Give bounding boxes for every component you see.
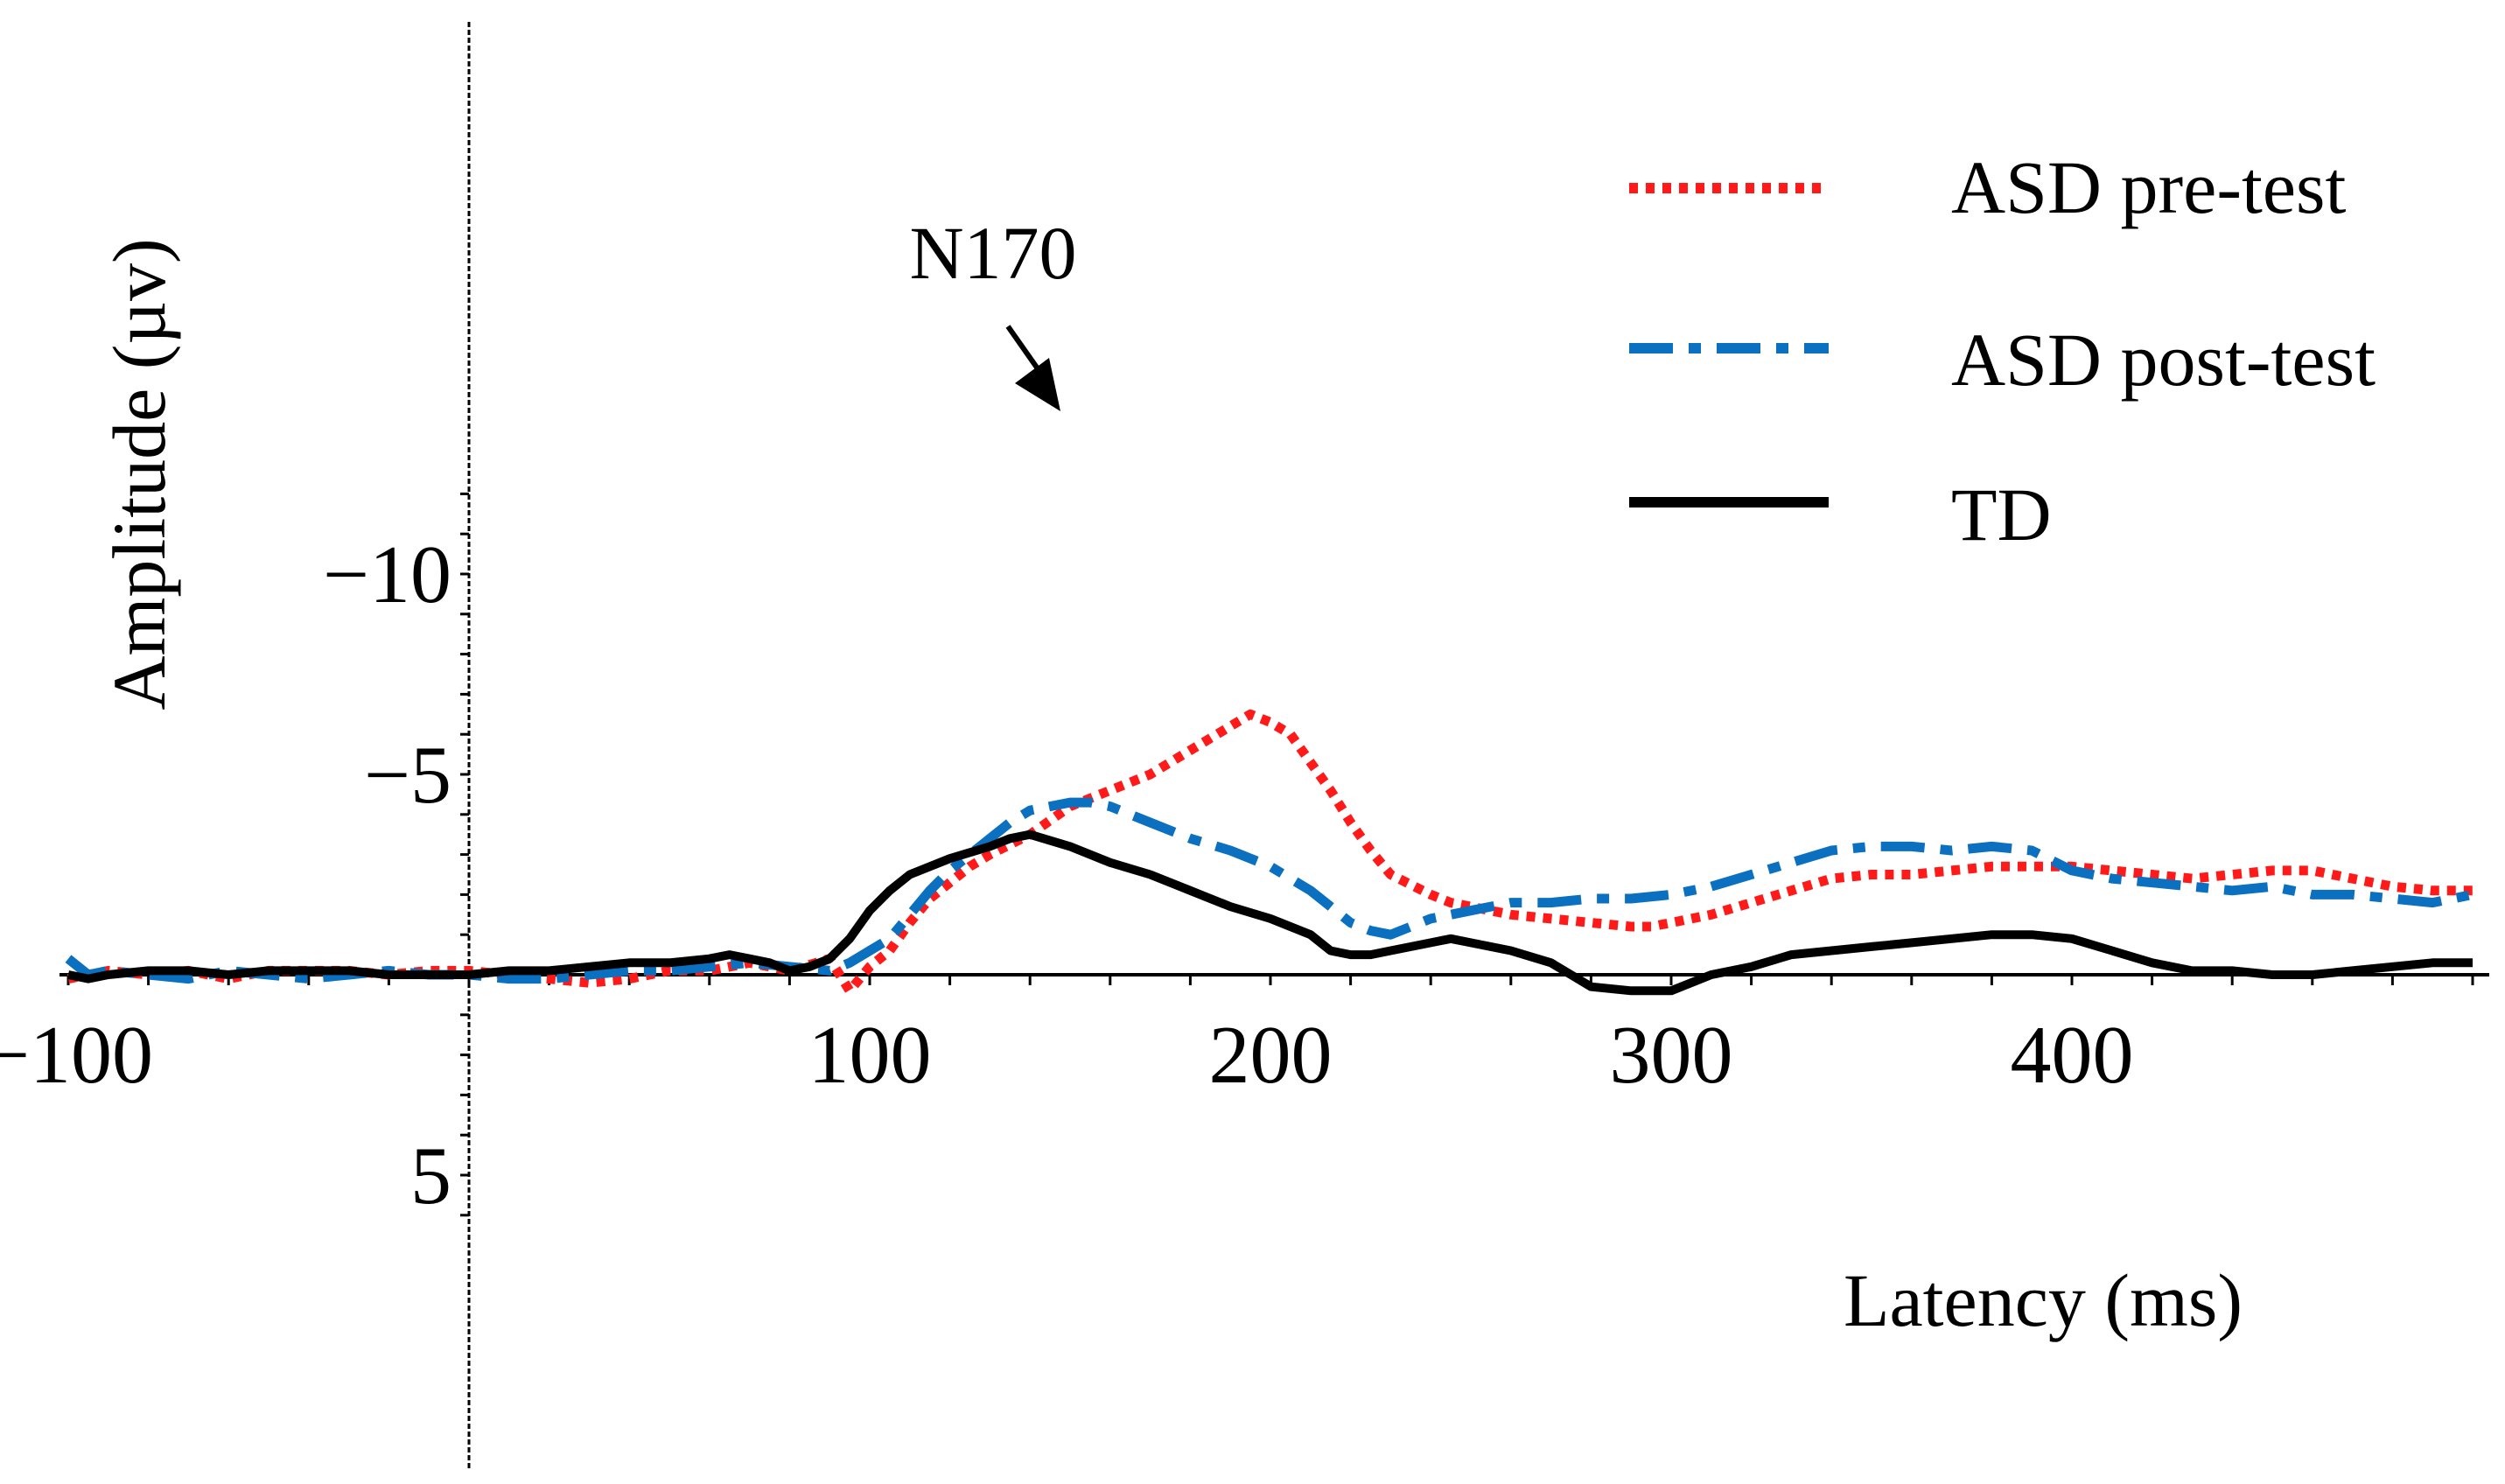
legend-item-asd-post: ASD post-test: [1629, 318, 2376, 402]
y-tick-label: −10: [323, 529, 451, 620]
x-minor-ticks: [66, 975, 2474, 985]
y-minor-ticks: [460, 492, 469, 1217]
x-tick-labels: −100 100 200 300 400: [0, 1010, 2134, 1101]
legend-item-td: TD: [1629, 472, 2052, 556]
legend-item-asd-pre: ASD pre-test: [1629, 145, 2347, 229]
series-line-td: [67, 830, 2473, 996]
x-tick-label: 300: [1610, 1010, 1733, 1101]
x-axis-title: Latency (ms): [1844, 1258, 2243, 1342]
y-tick-label: −5: [364, 730, 451, 821]
series-line-asd-post-test: [65, 797, 2474, 984]
axes: −100 100 200 300 400 −10 −5 5: [0, 22, 2489, 1470]
n170-arrow-head: [1015, 358, 1060, 411]
x-tick-label: −100: [0, 1010, 153, 1101]
x-tick-label: 400: [2011, 1010, 2134, 1101]
x-tick-label: 200: [1209, 1010, 1333, 1101]
legend-label-asd-post: ASD post-test: [1951, 318, 2376, 402]
y-tick-labels: −10 −5 5: [323, 529, 451, 1222]
n170-arrow-shaft: [1005, 325, 1039, 369]
legend-label-td: TD: [1951, 472, 2052, 556]
legend: ASD pre-test ASD post-test TD: [1629, 145, 2376, 556]
y-tick-label: 5: [410, 1130, 451, 1222]
n170-label: N170: [909, 211, 1076, 295]
series-layer: [65, 709, 2474, 996]
y-axis-title: Amplitude (µv): [97, 238, 181, 710]
x-tick-label: 100: [808, 1010, 932, 1101]
legend-label-asd-pre: ASD pre-test: [1951, 145, 2347, 229]
n170-annotation: N170: [909, 211, 1077, 411]
